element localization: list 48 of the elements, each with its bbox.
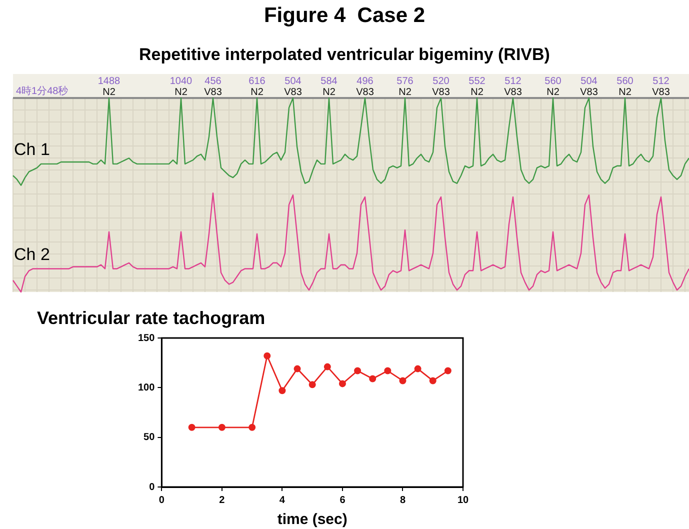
y-tick-label: 0 xyxy=(149,482,156,493)
chart-subtitle: Repetitive interpolated ventricular bigeminy (RIVB) xyxy=(138,45,551,65)
chart-title: Figure 4 Case 2 xyxy=(262,4,426,28)
x-axis-title: time (sec) xyxy=(277,511,348,528)
x-tick-label: 8 xyxy=(400,494,406,506)
series-label: Ch 1 xyxy=(14,140,50,160)
point xyxy=(308,381,316,388)
x-tick-label: 6 xyxy=(340,494,346,506)
x-tick-label: 520 V83 xyxy=(432,76,450,98)
x-tick-label: 584 N2 xyxy=(320,76,338,98)
x-tick-label: 560 N2 xyxy=(544,76,562,98)
point xyxy=(248,424,256,431)
point xyxy=(444,367,452,374)
text: 4時1分48秒 xyxy=(16,84,68,97)
series-label: Ch 2 xyxy=(14,244,50,264)
point xyxy=(218,424,226,431)
y-tick-label: 50 xyxy=(144,432,156,444)
x-tick-label: 4 xyxy=(279,494,286,506)
x-tick-label: 456 V83 xyxy=(204,76,222,98)
point xyxy=(369,375,376,382)
x-tick-label: 0 xyxy=(158,494,165,506)
point xyxy=(188,424,196,431)
point xyxy=(338,380,346,388)
y-tick-label: 150 xyxy=(138,332,156,344)
x-tick-label: 10 xyxy=(457,494,469,506)
point xyxy=(429,377,436,384)
x-tick-label: 504 V83 xyxy=(580,76,598,98)
x-tick-label: 512 V83 xyxy=(504,76,522,98)
x-tick-label: 576 N2 xyxy=(396,76,414,98)
y-tick-label: 100 xyxy=(138,382,156,394)
x-tick-label: 1040 N2 xyxy=(170,76,193,98)
point xyxy=(399,377,406,384)
point xyxy=(354,367,362,374)
x-tick-label: 504 V83 xyxy=(284,76,302,98)
x-tick-label: 552 N2 xyxy=(468,76,486,98)
x-tick-label: 496 V83 xyxy=(356,76,374,98)
x-tick-label: 616 N2 xyxy=(248,76,266,98)
point xyxy=(414,365,422,372)
point xyxy=(264,352,271,360)
x-tick-label: 1488 N2 xyxy=(98,76,121,98)
point xyxy=(324,363,331,370)
chart-title: Ventricular rate tachogram xyxy=(37,308,266,329)
x-tick-label: 512 V83 xyxy=(652,76,670,98)
x-tick-label: 2 xyxy=(219,494,226,506)
point xyxy=(384,367,392,374)
point xyxy=(278,387,286,394)
point xyxy=(294,365,301,372)
x-tick-label: 560 N2 xyxy=(616,76,634,98)
